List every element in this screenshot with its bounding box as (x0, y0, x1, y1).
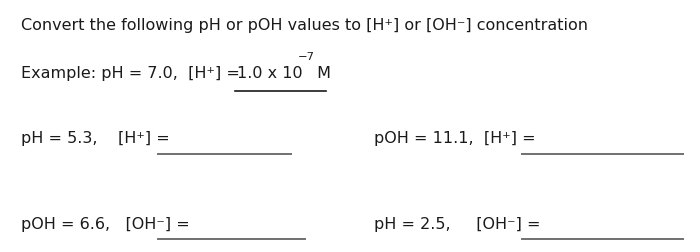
Text: Example: pH = 7.0,  [H⁺] =: Example: pH = 7.0, [H⁺] = (21, 66, 245, 81)
Text: −7: −7 (298, 52, 315, 62)
Text: pH = 5.3,    [H⁺] =: pH = 5.3, [H⁺] = (21, 131, 175, 146)
Text: pOH = 11.1,  [H⁺] =: pOH = 11.1, [H⁺] = (374, 131, 541, 146)
Text: 1.0 x 10: 1.0 x 10 (237, 66, 302, 81)
Text: Convert the following pH or pOH values to [H⁺] or [OH⁻] concentration: Convert the following pH or pOH values t… (21, 18, 588, 33)
Text: pOH = 6.6,   [OH⁻] =: pOH = 6.6, [OH⁻] = (21, 217, 195, 232)
Text: pH = 2.5,     [OH⁻] =: pH = 2.5, [OH⁻] = (374, 217, 546, 232)
Text: M: M (312, 66, 330, 81)
